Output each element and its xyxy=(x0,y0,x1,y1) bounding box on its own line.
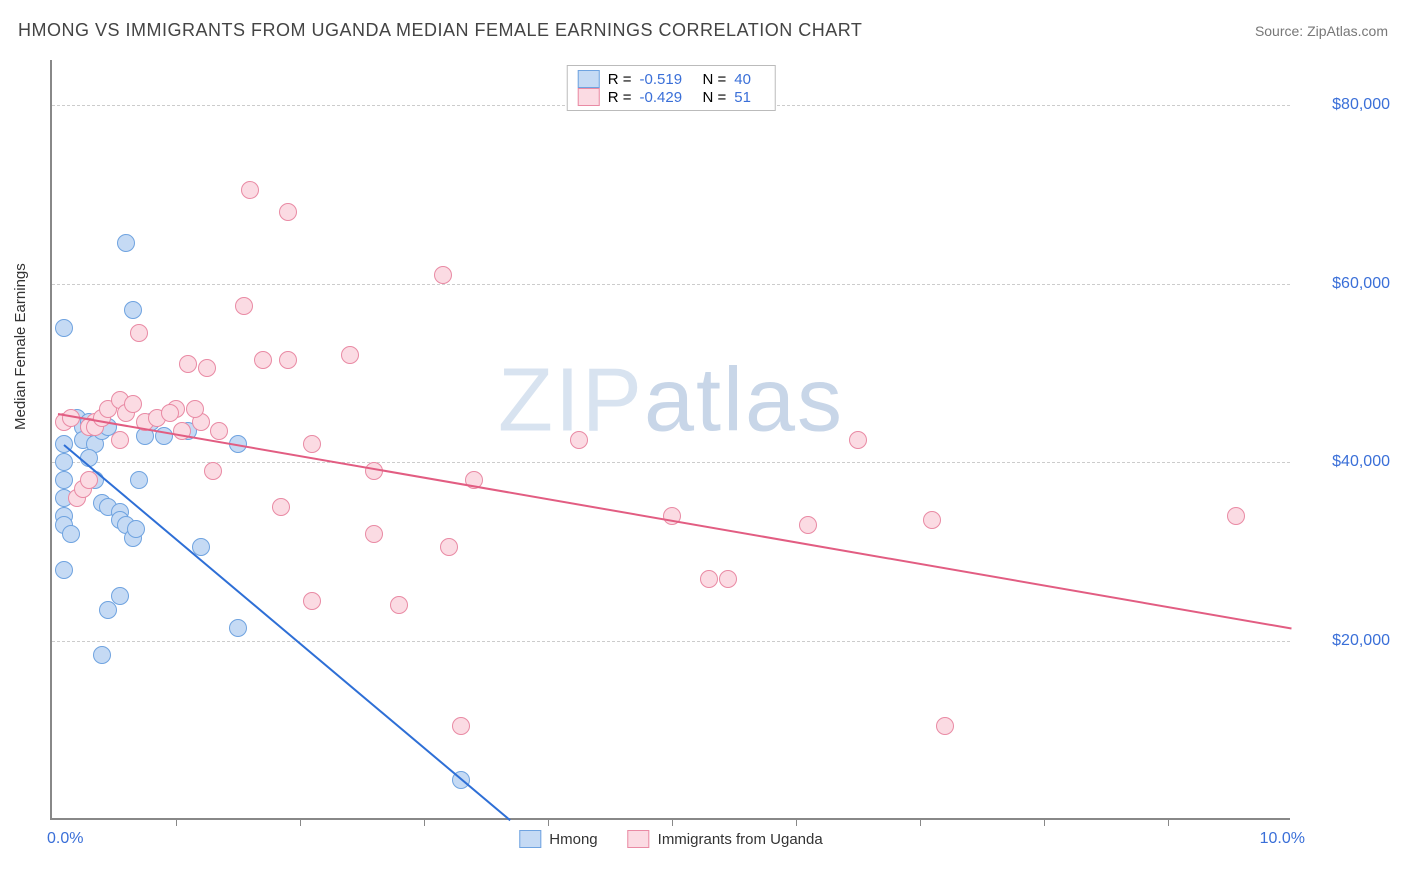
data-point-uganda xyxy=(390,596,408,614)
data-point-uganda xyxy=(923,511,941,529)
data-point-uganda xyxy=(700,570,718,588)
source-label: Source: xyxy=(1255,23,1307,39)
watermark: ZIPatlas xyxy=(498,350,844,453)
y-axis-title: Median Female Earnings xyxy=(12,263,29,430)
swatch-uganda-icon xyxy=(628,830,650,848)
data-point-uganda xyxy=(179,355,197,373)
data-point-uganda xyxy=(198,359,216,377)
data-point-uganda xyxy=(204,462,222,480)
data-point-uganda xyxy=(241,181,259,199)
data-point-uganda xyxy=(186,400,204,418)
y-tick-label: $20,000 xyxy=(1300,632,1390,650)
data-point-hmong xyxy=(55,453,73,471)
data-point-uganda xyxy=(341,346,359,364)
data-point-hmong xyxy=(130,471,148,489)
data-point-uganda xyxy=(719,570,737,588)
data-point-uganda xyxy=(570,431,588,449)
correlation-legend: R = -0.519 N = 40 R = -0.429 N = 51 xyxy=(567,65,776,111)
data-point-hmong xyxy=(55,471,73,489)
data-point-uganda xyxy=(279,351,297,369)
data-point-uganda xyxy=(272,498,290,516)
x-tick xyxy=(1168,818,1169,826)
x-tick xyxy=(176,818,177,826)
y-tick-label: $80,000 xyxy=(1300,96,1390,114)
data-point-hmong xyxy=(124,301,142,319)
series-legend: Hmong Immigrants from Uganda xyxy=(519,830,822,848)
legend-row-hmong: R = -0.519 N = 40 xyxy=(578,70,765,88)
x-axis-min-label: 0.0% xyxy=(47,830,83,848)
data-point-uganda xyxy=(303,592,321,610)
legend-item-hmong: Hmong xyxy=(519,830,597,848)
data-point-hmong xyxy=(229,619,247,637)
data-point-uganda xyxy=(452,717,470,735)
gridline xyxy=(52,641,1290,642)
data-point-uganda xyxy=(124,395,142,413)
r-value-hmong: -0.519 xyxy=(640,71,695,88)
x-tick xyxy=(796,818,797,826)
data-point-uganda xyxy=(936,717,954,735)
data-point-uganda xyxy=(1227,507,1245,525)
x-tick xyxy=(1044,818,1045,826)
gridline xyxy=(52,284,1290,285)
data-point-hmong xyxy=(111,587,129,605)
x-tick xyxy=(548,818,549,826)
data-point-uganda xyxy=(849,431,867,449)
x-axis-max-label: 10.0% xyxy=(1260,830,1305,848)
data-point-uganda xyxy=(279,203,297,221)
header: HMONG VS IMMIGRANTS FROM UGANDA MEDIAN F… xyxy=(18,20,1388,41)
x-tick xyxy=(424,818,425,826)
x-tick xyxy=(920,818,921,826)
source-value: ZipAtlas.com xyxy=(1307,23,1388,39)
y-tick-label: $40,000 xyxy=(1300,453,1390,471)
legend-label-hmong: Hmong xyxy=(549,831,597,848)
data-point-hmong xyxy=(127,520,145,538)
swatch-hmong xyxy=(578,70,600,88)
data-point-uganda xyxy=(130,324,148,342)
data-point-uganda xyxy=(254,351,272,369)
r-label: R = xyxy=(608,71,632,88)
data-point-uganda xyxy=(365,525,383,543)
data-point-hmong xyxy=(117,234,135,252)
data-point-uganda xyxy=(111,431,129,449)
n-label: N = xyxy=(703,89,727,106)
y-tick-label: $60,000 xyxy=(1300,275,1390,293)
data-point-uganda xyxy=(799,516,817,534)
data-point-hmong xyxy=(93,646,111,664)
data-point-hmong xyxy=(55,561,73,579)
n-value-hmong: 40 xyxy=(734,71,764,88)
n-label: N = xyxy=(703,71,727,88)
source-citation: Source: ZipAtlas.com xyxy=(1255,23,1388,39)
chart-title: HMONG VS IMMIGRANTS FROM UGANDA MEDIAN F… xyxy=(18,20,862,41)
swatch-uganda xyxy=(578,88,600,106)
data-point-uganda xyxy=(303,435,321,453)
r-value-uganda: -0.429 xyxy=(640,89,695,106)
data-point-uganda xyxy=(80,471,98,489)
data-point-uganda xyxy=(235,297,253,315)
legend-label-uganda: Immigrants from Uganda xyxy=(658,831,823,848)
scatter-chart: ZIPatlas R = -0.519 N = 40 R = -0.429 N … xyxy=(50,60,1290,820)
n-value-uganda: 51 xyxy=(734,89,764,106)
legend-item-uganda: Immigrants from Uganda xyxy=(628,830,823,848)
data-point-uganda xyxy=(161,404,179,422)
data-point-hmong xyxy=(55,319,73,337)
data-point-uganda xyxy=(210,422,228,440)
watermark-text-b: atlas xyxy=(644,351,844,451)
swatch-hmong-icon xyxy=(519,830,541,848)
r-label: R = xyxy=(608,89,632,106)
x-tick xyxy=(672,818,673,826)
data-point-hmong xyxy=(62,525,80,543)
data-point-uganda xyxy=(434,266,452,284)
x-tick xyxy=(300,818,301,826)
legend-row-uganda: R = -0.429 N = 51 xyxy=(578,88,765,106)
data-point-hmong xyxy=(155,427,173,445)
data-point-uganda xyxy=(440,538,458,556)
gridline xyxy=(52,462,1290,463)
